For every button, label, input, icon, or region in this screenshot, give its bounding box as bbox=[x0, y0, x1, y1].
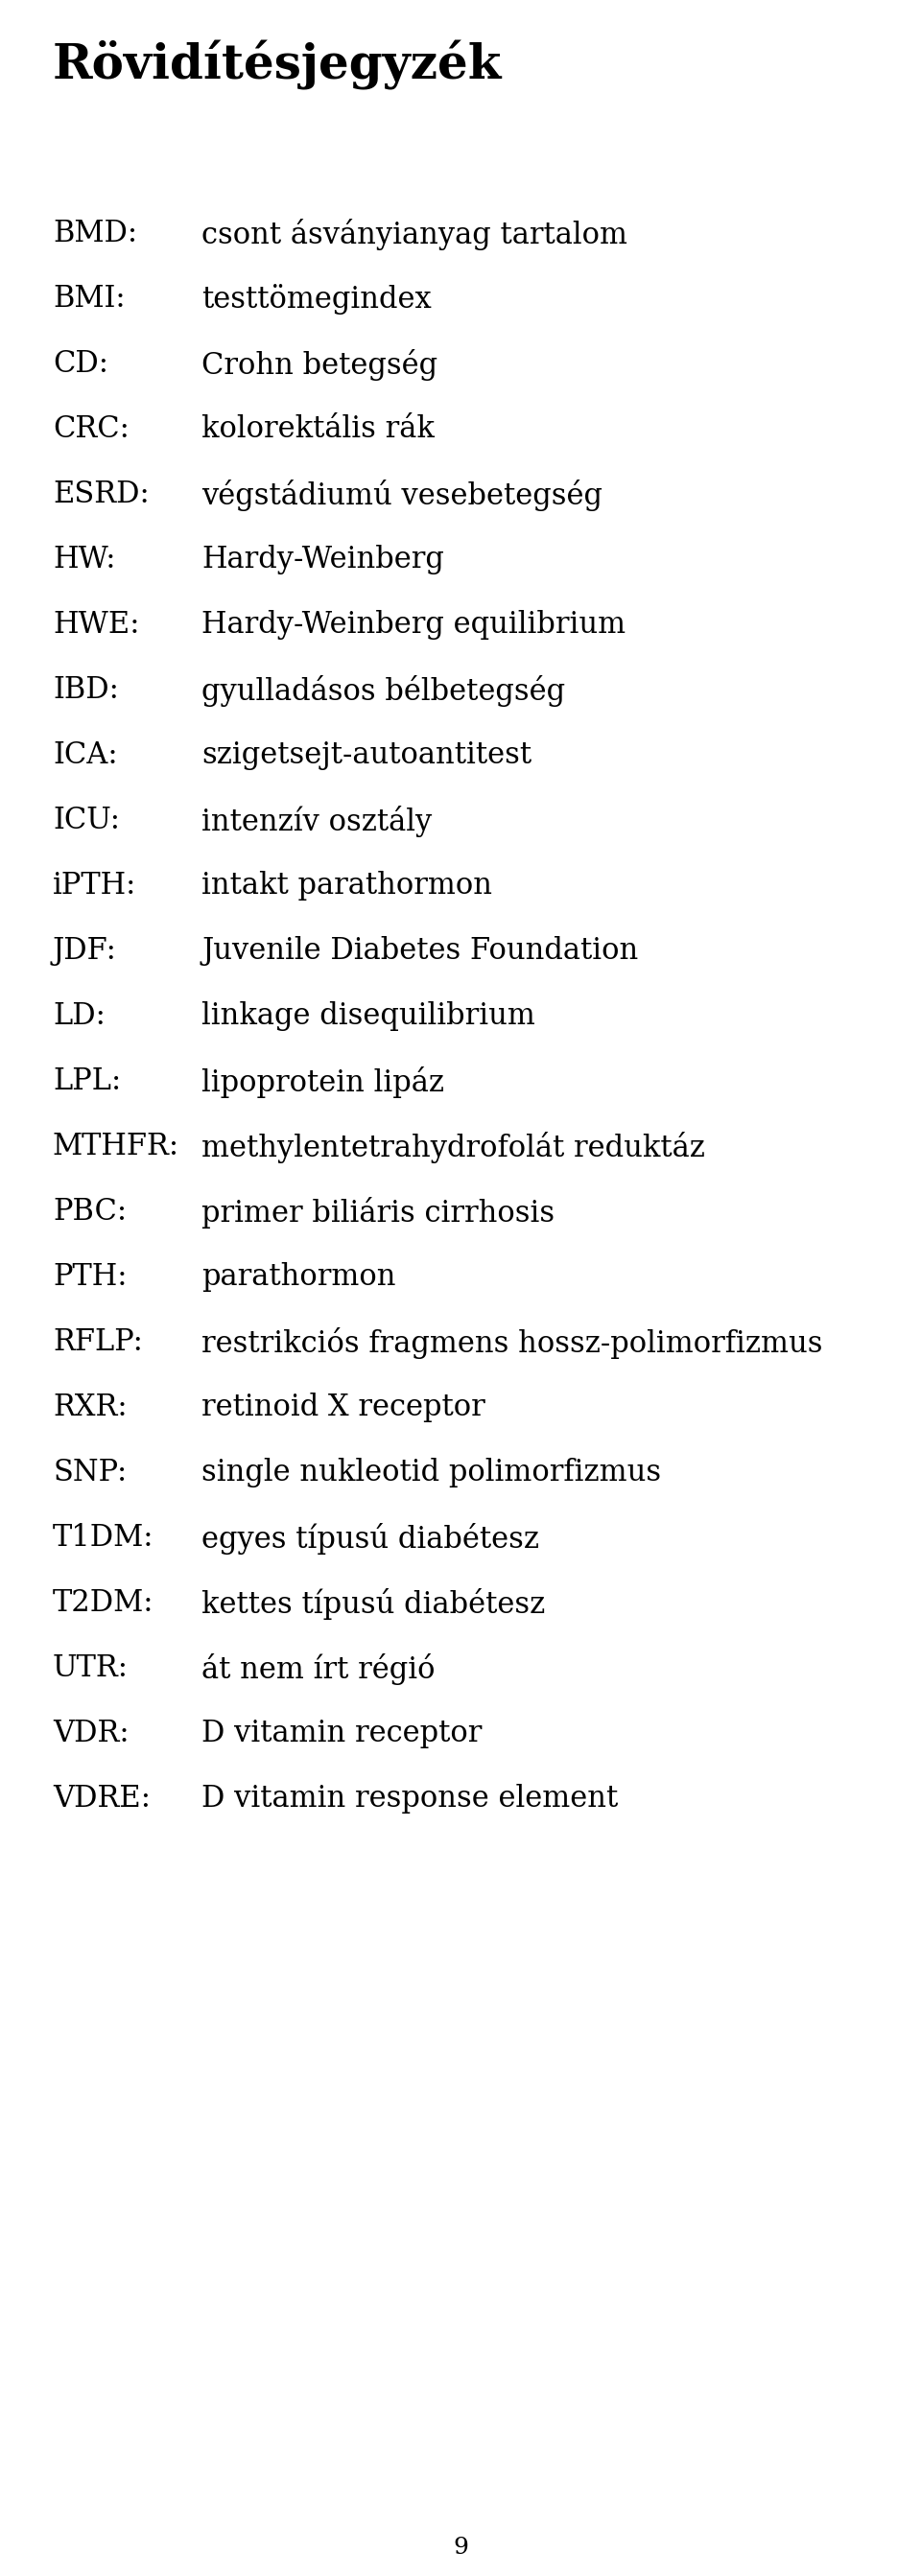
Text: ESRD:: ESRD: bbox=[52, 479, 149, 510]
Text: D vitamin response element: D vitamin response element bbox=[202, 1783, 618, 1814]
Text: HW:: HW: bbox=[52, 544, 116, 574]
Text: csont ásványianyag tartalom: csont ásványianyag tartalom bbox=[202, 219, 627, 250]
Text: SNP:: SNP: bbox=[52, 1458, 127, 1486]
Text: VDR:: VDR: bbox=[52, 1718, 129, 1749]
Text: intakt parathormon: intakt parathormon bbox=[202, 871, 492, 902]
Text: MTHFR:: MTHFR: bbox=[52, 1131, 180, 1162]
Text: ICA:: ICA: bbox=[52, 739, 118, 770]
Text: CRC:: CRC: bbox=[52, 415, 129, 443]
Text: LPL:: LPL: bbox=[52, 1066, 122, 1097]
Text: single nukleotid polimorfizmus: single nukleotid polimorfizmus bbox=[202, 1458, 661, 1486]
Text: végstádiumú vesebetegség: végstádiumú vesebetegség bbox=[202, 479, 602, 510]
Text: JDF:: JDF: bbox=[52, 935, 117, 966]
Text: retinoid X receptor: retinoid X receptor bbox=[202, 1394, 485, 1422]
Text: testtömegindex: testtömegindex bbox=[202, 283, 431, 314]
Text: VDRE:: VDRE: bbox=[52, 1783, 151, 1814]
Text: gyulladásos bélbetegség: gyulladásos bélbetegség bbox=[202, 675, 565, 706]
Text: 9: 9 bbox=[453, 2537, 468, 2558]
Text: Hardy-Weinberg: Hardy-Weinberg bbox=[202, 544, 444, 574]
Text: lipoprotein lipáz: lipoprotein lipáz bbox=[202, 1066, 444, 1097]
Text: LD:: LD: bbox=[52, 1002, 105, 1030]
Text: RFLP:: RFLP: bbox=[52, 1327, 143, 1358]
Text: át nem írt régió: át nem írt régió bbox=[202, 1654, 435, 1685]
Text: PBC:: PBC: bbox=[52, 1198, 127, 1226]
Text: Juvenile Diabetes Foundation: Juvenile Diabetes Foundation bbox=[202, 935, 638, 966]
Text: D vitamin receptor: D vitamin receptor bbox=[202, 1718, 482, 1749]
Text: iPTH:: iPTH: bbox=[52, 871, 136, 902]
Text: T2DM:: T2DM: bbox=[52, 1589, 154, 1618]
Text: Rövidítésjegyzék: Rövidítésjegyzék bbox=[52, 41, 502, 90]
Text: restrikciós fragmens hossz-polimorfizmus: restrikciós fragmens hossz-polimorfizmus bbox=[202, 1327, 822, 1360]
Text: T1DM:: T1DM: bbox=[52, 1522, 154, 1553]
Text: linkage disequilibrium: linkage disequilibrium bbox=[202, 1002, 535, 1030]
Text: kettes típusú diabétesz: kettes típusú diabétesz bbox=[202, 1589, 545, 1620]
Text: egyes típusú diabétesz: egyes típusú diabétesz bbox=[202, 1522, 539, 1553]
Text: UTR:: UTR: bbox=[52, 1654, 129, 1682]
Text: BMI:: BMI: bbox=[52, 283, 125, 314]
Text: ICU:: ICU: bbox=[52, 806, 120, 835]
Text: PTH:: PTH: bbox=[52, 1262, 127, 1291]
Text: BMD:: BMD: bbox=[52, 219, 137, 247]
Text: kolorektális rák: kolorektális rák bbox=[202, 415, 435, 443]
Text: parathormon: parathormon bbox=[202, 1262, 396, 1291]
Text: CD:: CD: bbox=[52, 350, 109, 379]
Text: IBD:: IBD: bbox=[52, 675, 119, 706]
Text: Hardy-Weinberg equilibrium: Hardy-Weinberg equilibrium bbox=[202, 611, 625, 639]
Text: Crohn betegség: Crohn betegség bbox=[202, 350, 437, 381]
Text: primer biliáris cirrhosis: primer biliáris cirrhosis bbox=[202, 1198, 554, 1229]
Text: methylentetrahydrofolát reduktáz: methylentetrahydrofolát reduktáz bbox=[202, 1131, 705, 1164]
Text: HWE:: HWE: bbox=[52, 611, 140, 639]
Text: RXR:: RXR: bbox=[52, 1394, 127, 1422]
Text: intenzív osztály: intenzív osztály bbox=[202, 806, 432, 837]
Text: szigetsejt-autoantitest: szigetsejt-autoantitest bbox=[202, 739, 531, 770]
